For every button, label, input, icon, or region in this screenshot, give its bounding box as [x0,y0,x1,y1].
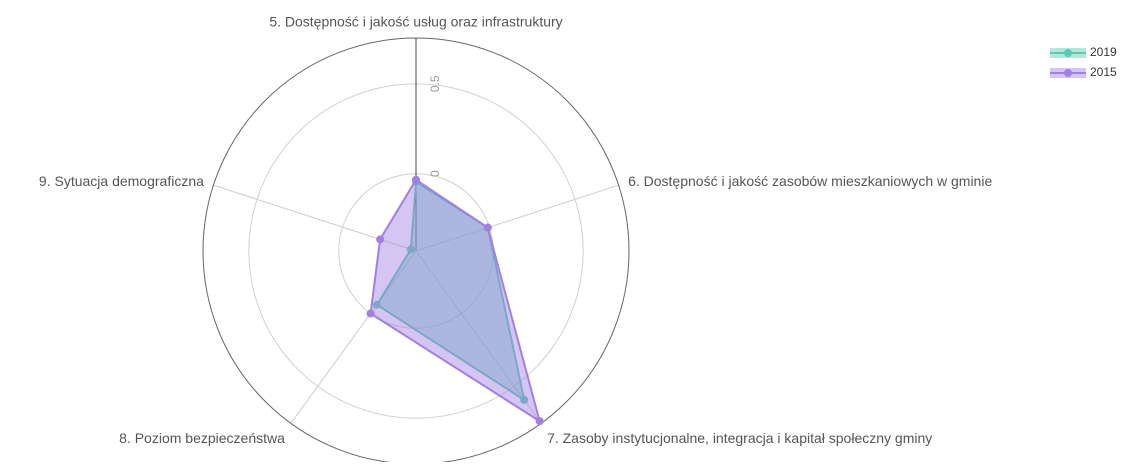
category-label: 5. Dostępność i jakość usług oraz infras… [269,14,562,30]
category-label: 8. Poziom bezpieczeństwa [119,430,285,446]
point [366,309,375,318]
legend-label: 2019 [1090,45,1117,59]
legend-item[interactable]: 2015 [1050,65,1117,79]
spoke [415,184,619,252]
point [535,417,544,426]
legend-marker [1064,69,1072,77]
r-tick-label: 0.5 [428,75,442,92]
r-tick-label: 0 [428,170,442,177]
series [366,175,544,426]
category-label: 6. Dostępność i jakość zasobów mieszkani… [628,173,992,189]
point [520,395,529,404]
legend-item[interactable]: 2019 [1050,45,1117,59]
point [483,223,492,232]
radar-area [369,178,542,424]
point [372,300,381,309]
spoke [290,250,417,424]
legend-marker [1064,49,1072,57]
legend-label: 2015 [1090,65,1117,79]
point [412,175,420,184]
point [406,245,415,254]
category-label: 9. Sytuacja demograficzna [39,173,204,189]
point [376,235,385,244]
category-label: 7. Zasoby instytucjonalne, integracja i … [547,430,932,446]
spoke [415,250,542,424]
